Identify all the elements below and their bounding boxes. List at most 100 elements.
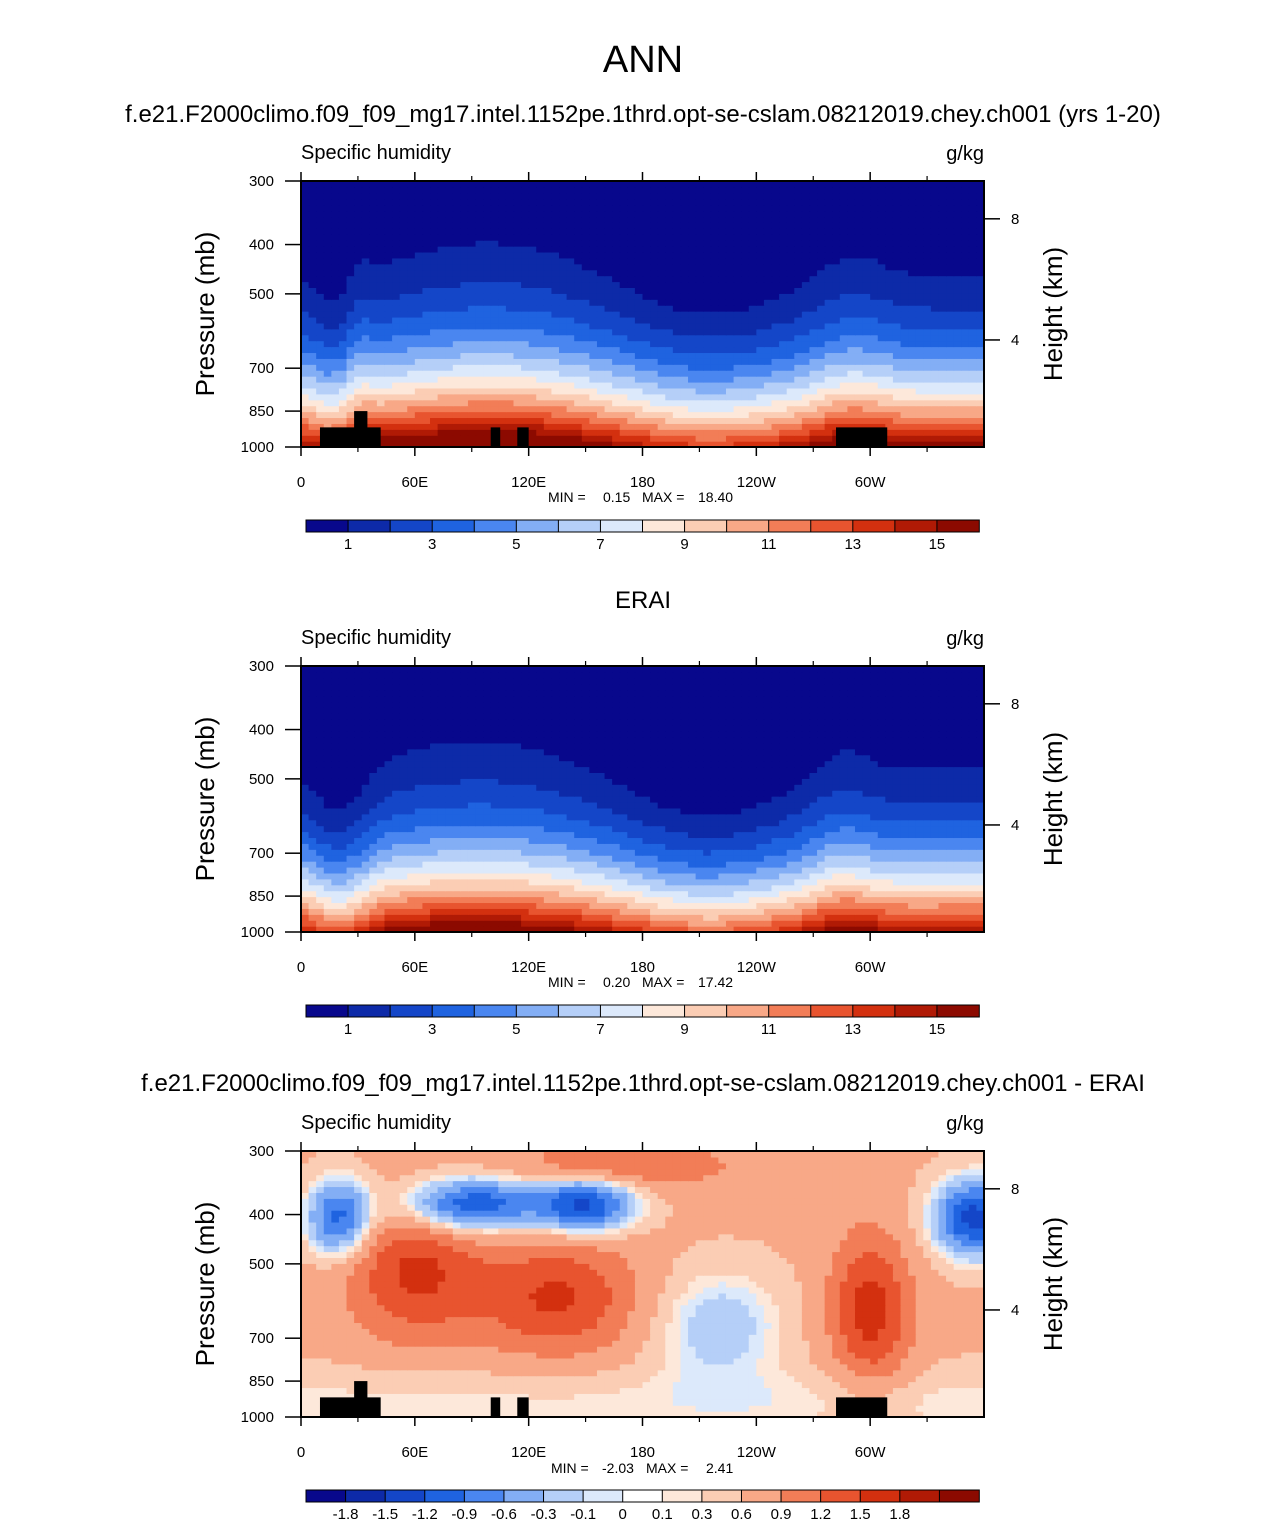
- field-cell: [915, 181, 924, 188]
- field-cell: [771, 926, 780, 933]
- field-cell: [832, 920, 841, 927]
- field-cell: [771, 181, 780, 188]
- field-cell: [741, 257, 750, 265]
- field-cell: [619, 920, 628, 927]
- field-cell: [779, 890, 788, 898]
- field-cell: [900, 328, 909, 336]
- field-cell: [475, 884, 484, 892]
- field-cell: [733, 376, 742, 383]
- field-cell: [384, 204, 393, 212]
- field-cell: [961, 334, 970, 342]
- field-cell: [612, 316, 621, 324]
- field-cell: [475, 210, 484, 218]
- field-cell: [513, 322, 522, 330]
- field-cell: [323, 890, 332, 898]
- field-cell: [854, 399, 864, 407]
- field-cell: [794, 908, 803, 915]
- field-cell: [915, 387, 924, 395]
- field-cell: [771, 281, 780, 288]
- field-cell: [665, 328, 674, 336]
- field-cell: [596, 896, 606, 904]
- field-cell: [688, 246, 697, 253]
- field-cell: [756, 346, 765, 354]
- field-cell: [657, 878, 666, 886]
- field-cell: [824, 192, 833, 200]
- field-cell: [809, 914, 818, 921]
- field-cell: [612, 311, 621, 318]
- field-cell: [301, 234, 310, 241]
- field-cell: [915, 234, 924, 241]
- field-cell: [779, 411, 788, 419]
- field-cell: [725, 352, 735, 359]
- field-cell: [384, 322, 393, 330]
- field-cell: [308, 251, 317, 259]
- field-cell: [915, 246, 924, 253]
- field-cell: [634, 878, 644, 886]
- field-cell: [756, 234, 765, 241]
- field-cell: [376, 275, 386, 283]
- field-cell: [892, 234, 902, 241]
- field-cell: [346, 896, 355, 904]
- field-cell: [460, 435, 469, 442]
- field-cell: [756, 275, 765, 283]
- field-cell: [839, 328, 848, 336]
- field-cell: [718, 358, 727, 365]
- field-cell: [521, 222, 530, 229]
- field-cell: [870, 251, 879, 259]
- field-cell: [832, 234, 841, 241]
- field-cell: [862, 316, 871, 324]
- field-cell: [513, 198, 522, 206]
- field-cell: [483, 251, 492, 259]
- field-cell: [953, 346, 962, 354]
- field-cell: [923, 423, 932, 430]
- field-cell: [392, 246, 401, 253]
- field-cell: [710, 441, 719, 448]
- field-cell: [528, 334, 537, 342]
- field-cell: [946, 387, 955, 395]
- field-cell: [376, 370, 386, 377]
- field-cell: [923, 204, 932, 212]
- field-cell: [763, 364, 773, 371]
- field-cell: [801, 305, 811, 312]
- field-cell: [892, 896, 902, 904]
- field-cell: [551, 299, 560, 306]
- field-cell: [801, 263, 811, 271]
- field-cell: [915, 346, 924, 354]
- field-cell: [323, 358, 332, 365]
- field-cell: [847, 328, 856, 336]
- field-cell: [354, 228, 363, 235]
- field-cell: [369, 293, 378, 300]
- field-cell: [354, 872, 363, 880]
- field-cell: [505, 387, 515, 395]
- field-cell: [703, 364, 712, 371]
- field-cell: [543, 387, 553, 395]
- field-cell: [703, 387, 712, 395]
- field-cell: [399, 346, 408, 354]
- field-cell: [930, 222, 940, 229]
- field-cell: [354, 926, 363, 933]
- field-cell: [817, 411, 826, 419]
- field-cell: [581, 222, 590, 229]
- field-cell: [946, 198, 955, 206]
- field-cell: [771, 210, 780, 218]
- field-cell: [581, 234, 590, 241]
- field-cell: [763, 405, 773, 413]
- field-cell: [794, 246, 803, 253]
- field-cell: [930, 393, 940, 401]
- field-cell: [521, 316, 530, 324]
- field-cell: [847, 246, 856, 253]
- field-cell: [665, 293, 674, 300]
- field-cell: [543, 405, 553, 413]
- field-cell: [301, 328, 310, 336]
- field-cell: [642, 281, 651, 288]
- field-cell: [725, 316, 735, 324]
- field-cell: [437, 429, 446, 436]
- field-cell: [908, 417, 917, 424]
- field-cell: [688, 417, 697, 424]
- field-cell: [316, 352, 325, 359]
- field-cell: [301, 429, 310, 436]
- field-cell: [346, 186, 355, 194]
- field-cell: [862, 352, 871, 359]
- field-cell: [748, 311, 757, 318]
- field-cell: [672, 240, 682, 247]
